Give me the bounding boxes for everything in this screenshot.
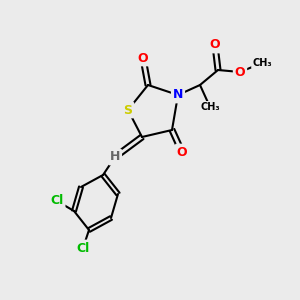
Text: O: O (177, 146, 187, 158)
Text: N: N (173, 88, 183, 101)
Text: O: O (138, 52, 148, 64)
Text: H: H (110, 151, 120, 164)
Text: Cl: Cl (50, 194, 64, 208)
Text: O: O (235, 65, 245, 79)
Text: CH₃: CH₃ (200, 102, 220, 112)
Text: CH₃: CH₃ (252, 58, 272, 68)
Text: Cl: Cl (76, 242, 90, 254)
Text: O: O (210, 38, 220, 52)
Text: S: S (124, 103, 133, 116)
